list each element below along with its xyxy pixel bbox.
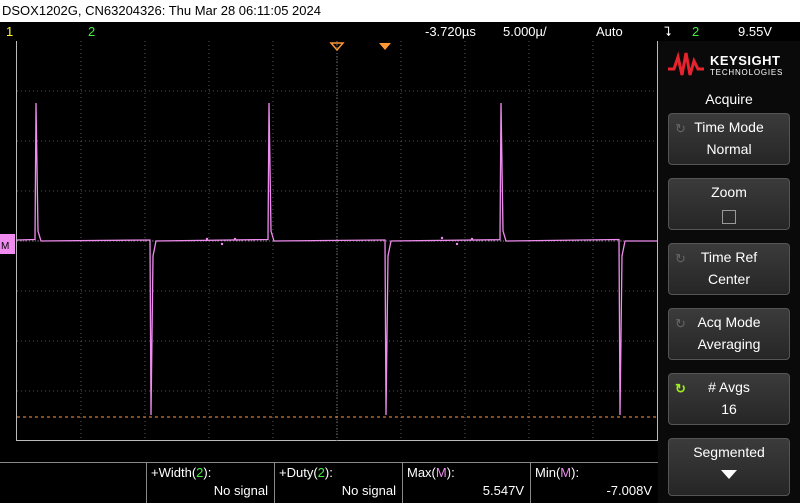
segmented-button[interactable]: Segmented [668, 438, 790, 496]
waveform-display[interactable] [16, 41, 658, 441]
zoom-label: Zoom [669, 184, 789, 200]
keysight-logo: KEYSIGHT TECHNOLOGIES [666, 49, 796, 81]
acq-mode-label: Acq Mode [669, 314, 789, 330]
meas-max-value: 5.547V [483, 483, 524, 498]
meas-max[interactable]: Max(M): 5.547V [402, 463, 530, 503]
time-mode-value: Normal [669, 141, 789, 157]
acq-mode-button[interactable]: ↻ Acq Mode Averaging [668, 308, 790, 360]
brand-name: KEYSIGHT [710, 53, 780, 68]
segmented-label: Segmented [669, 444, 789, 460]
waveform-ripple [234, 238, 236, 240]
time-mode-label: Time Mode [669, 119, 789, 135]
menu-title: Acquire [658, 91, 800, 107]
brand-sub: TECHNOLOGIES [710, 68, 783, 77]
waveform-ripple [441, 237, 443, 239]
channel-2-indicator[interactable]: 2 [88, 22, 95, 41]
trigger-edge-icon: ⮧ [664, 22, 672, 41]
meas-width[interactable]: +Width(2): No signal [146, 463, 274, 503]
channel-1-indicator[interactable]: 1 [6, 22, 13, 41]
num-avgs-button[interactable]: ↻ # Avgs 16 [668, 373, 790, 425]
timebase-scale: 5.000µ/ [503, 22, 547, 41]
horizontal-delay: -3.720µs [425, 22, 476, 41]
num-avgs-value: 16 [669, 401, 789, 417]
waveform-ripple [471, 238, 473, 240]
trigger-level: 9.55V [738, 22, 772, 41]
time-mode-button[interactable]: ↻ Time Mode Normal [668, 113, 790, 165]
keysight-wave-icon [666, 49, 706, 81]
window-title: DSOX1202G, CN63204326: Thu Mar 28 06:11:… [0, 0, 800, 22]
num-avgs-label: # Avgs [669, 379, 789, 395]
waveform-ripple [206, 238, 208, 240]
zoom-button[interactable]: Zoom [668, 178, 790, 230]
waveform-ripple [221, 243, 223, 245]
time-ref-button[interactable]: ↻ Time Ref Center [668, 243, 790, 295]
acq-mode-value: Averaging [669, 336, 789, 352]
waveform-ripple [456, 243, 458, 245]
softkey-panel: KEYSIGHT TECHNOLOGIES Acquire ↻ Time Mod… [658, 41, 800, 503]
status-bar: 1 2 -3.720µs 5.000µ/ Auto ⮧ 2 9.55V [0, 22, 800, 41]
meas-duty[interactable]: +Duty(2): No signal [274, 463, 402, 503]
zoom-checkbox-icon [669, 206, 789, 227]
meas-min-value: -7.008V [606, 483, 652, 498]
down-arrow-icon [669, 467, 789, 483]
time-ref-label: Time Ref [669, 249, 789, 265]
meas-duty-value: No signal [342, 483, 396, 498]
trigger-source: 2 [692, 22, 699, 41]
meas-min[interactable]: Min(M): -7.008V [530, 463, 658, 503]
time-ref-value: Center [669, 271, 789, 287]
trigger-mode: Auto [596, 22, 623, 41]
svg-text:M: M [1, 241, 9, 252]
ground-marker-icon[interactable]: M [0, 234, 15, 254]
meas-width-value: No signal [214, 483, 268, 498]
left-marker-bar: M [0, 41, 16, 441]
trigger-position-marker-icon [379, 43, 391, 50]
